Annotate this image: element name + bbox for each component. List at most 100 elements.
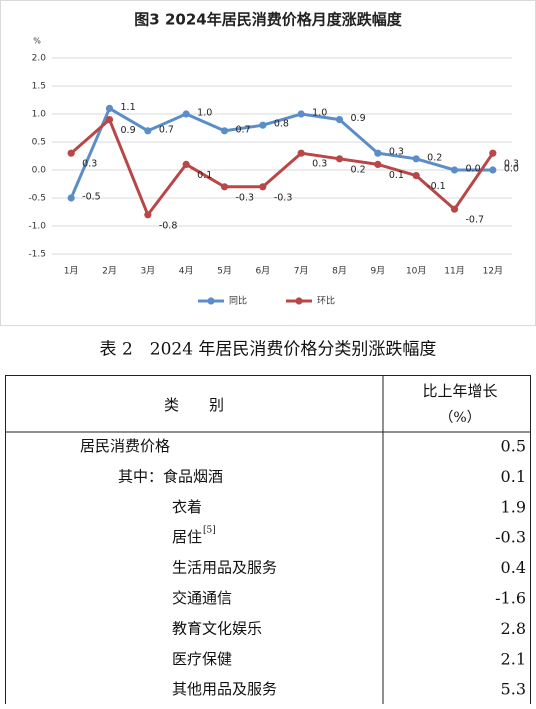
data-label: 1.1 — [121, 102, 136, 113]
header-cell: 比上年增长 — [422, 382, 497, 400]
row-note: [5] — [203, 526, 216, 536]
legend-label: 同比 — [229, 295, 247, 307]
legend-label: 环比 — [317, 295, 335, 307]
data-point — [412, 172, 420, 180]
x-tick-label: 2月 — [102, 266, 117, 277]
row-label: 衣着 — [172, 498, 202, 516]
series-line — [70, 117, 495, 218]
data-label: -0.7 — [466, 215, 485, 226]
y-tick-label: 0.5 — [32, 138, 46, 148]
x-tick-label: 12月 — [483, 266, 503, 277]
data-label: 0.9 — [121, 125, 136, 136]
x-tick-label: 10月 — [406, 266, 426, 277]
row-value: 2.1 — [501, 649, 526, 668]
data-point — [220, 127, 229, 135]
data-label: -0.1 — [427, 181, 446, 192]
data-point — [374, 160, 382, 168]
data-point — [450, 166, 459, 174]
data-point — [105, 116, 114, 124]
data-point — [105, 104, 114, 112]
data-label: 0.9 — [351, 113, 366, 124]
data-point — [450, 205, 459, 213]
row-label: 教育文化娱乐 — [172, 619, 262, 637]
data-point — [335, 116, 344, 124]
data-point — [489, 166, 497, 174]
chart-title: 图3 2024年居民消费价格月度涨跌幅度 — [134, 11, 402, 29]
data-point — [259, 121, 267, 129]
data-point — [182, 110, 190, 118]
data-label: 0.0 — [504, 164, 519, 175]
data-point — [220, 183, 229, 191]
data-label: -0.8 — [159, 220, 178, 231]
row-label: 居住 — [172, 528, 202, 546]
data-point — [144, 211, 152, 219]
data-label: -0.5 — [82, 192, 101, 203]
y-tick-label: 0.0 — [32, 166, 47, 176]
row-value: 5.3 — [501, 680, 526, 699]
y-tick-label: 2.0 — [32, 54, 47, 64]
x-tick-label: 7月 — [294, 266, 309, 277]
header-cell: 类 别 — [164, 396, 224, 414]
data-label: 0.1 — [389, 170, 404, 181]
data-label: -0.3 — [236, 192, 255, 203]
data-label: 0.7 — [159, 124, 174, 135]
data-point — [374, 149, 382, 157]
row-label: 生活用品及服务 — [172, 559, 277, 577]
data-point — [489, 149, 497, 157]
row-value: 0.4 — [501, 558, 526, 577]
data-label: 0.3 — [82, 159, 97, 170]
data-label: 0.2 — [427, 152, 442, 163]
x-tick-label: 5月 — [217, 266, 232, 277]
y-tick-label: -1.5 — [28, 250, 46, 260]
data-label: 0.0 — [466, 164, 481, 175]
data-label: 0.8 — [274, 119, 289, 130]
legend-marker — [207, 297, 215, 305]
data-label: 1.0 — [197, 108, 212, 119]
data-label: 0.3 — [504, 159, 519, 170]
x-tick-label: 11月 — [444, 266, 464, 277]
data-label: 0.3 — [312, 159, 327, 170]
legend-marker — [295, 297, 303, 305]
row-value: 0.1 — [501, 467, 526, 486]
x-tick-label: 6月 — [255, 266, 270, 277]
data-point — [259, 183, 267, 191]
row-value: -1.6 — [495, 589, 526, 608]
row-value: 2.8 — [501, 619, 526, 638]
chart-frame — [0, 0, 536, 326]
row-value: -0.3 — [495, 528, 526, 547]
y-tick-label: 1.0 — [32, 110, 47, 120]
x-tick-label: 3月 — [140, 266, 155, 277]
data-label: 0.2 — [351, 164, 366, 175]
data-point — [67, 194, 75, 202]
row-value: 1.9 — [501, 497, 526, 516]
data-point — [412, 155, 420, 163]
table-title: 表 2 2024 年居民消费价格分类别涨跌幅度 — [100, 340, 437, 360]
y-tick-label: 1.5 — [32, 82, 46, 92]
data-point — [297, 110, 305, 118]
x-tick-label: 4月 — [179, 266, 194, 277]
data-point — [335, 155, 344, 163]
row-label: 交通通信 — [172, 589, 232, 607]
row-value: 0.5 — [501, 437, 526, 456]
header-cell: （%） — [439, 410, 480, 426]
y-axis-label: % — [33, 37, 41, 46]
data-label: 0.1 — [197, 170, 212, 181]
data-label: -0.3 — [274, 192, 293, 203]
y-tick-label: -0.5 — [28, 194, 46, 204]
y-tick-label: -1.0 — [28, 222, 46, 232]
data-point — [182, 160, 190, 168]
series-line — [69, 106, 493, 199]
data-label: 0.3 — [389, 147, 404, 158]
x-tick-label: 1月 — [64, 266, 79, 277]
x-tick-label: 8月 — [332, 266, 347, 277]
row-label: 其中：食品烟酒 — [118, 467, 223, 485]
x-tick-label: 9月 — [370, 266, 385, 277]
row-label: 医疗保健 — [172, 650, 232, 668]
row-label: 其他用品及服务 — [172, 680, 277, 698]
data-label: 1.0 — [312, 108, 327, 119]
row-label: 居民消费价格 — [80, 437, 170, 455]
data-label: 0.7 — [236, 124, 251, 135]
data-point — [297, 149, 305, 157]
